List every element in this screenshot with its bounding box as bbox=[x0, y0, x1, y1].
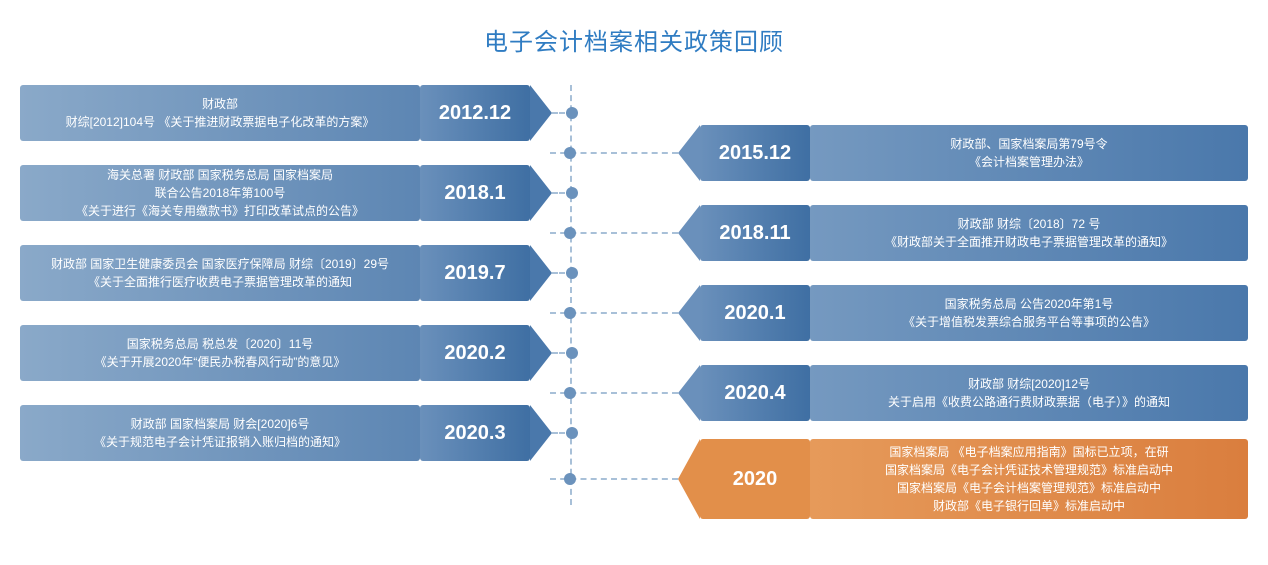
policy-text-line: 财政部 财综[2020]12号 bbox=[968, 375, 1090, 393]
policy-content: 财政部 财综〔2018〕72 号《财政部关于全面推开财政电子票据管理改革的通知》 bbox=[810, 205, 1248, 261]
policy-text-line: 《会计档案管理办法》 bbox=[969, 153, 1089, 171]
timeline-dot-icon bbox=[566, 347, 578, 359]
arrow-left-icon bbox=[678, 125, 700, 181]
policy-content: 财政部 国家档案局 财会[2020]6号《关于规范电子会计凭证报销入账归档的通知… bbox=[20, 405, 420, 461]
policy-content: 财政部财综[2012]104号 《关于推进财政票据电子化改革的方案》 bbox=[20, 85, 420, 141]
timeline-item-right: 2020.4财政部 财综[2020]12号关于启用《收费公路通行费财政票据（电子… bbox=[700, 365, 1248, 421]
policy-text-line: 财政部 财综〔2018〕72 号 bbox=[958, 215, 1101, 233]
date-badge: 2018.1 bbox=[420, 165, 530, 221]
policy-content: 国家税务总局 公告2020年第1号《关于增值税发票综合服务平台等事项的公告》 bbox=[810, 285, 1248, 341]
date-badge: 2020.4 bbox=[700, 365, 810, 421]
arrow-left-icon bbox=[678, 285, 700, 341]
policy-text-line: 关于启用《收费公路通行费财政票据（电子）》的通知 bbox=[888, 393, 1170, 411]
arrow-right-icon bbox=[530, 325, 552, 381]
policy-content: 财政部 财综[2020]12号关于启用《收费公路通行费财政票据（电子）》的通知 bbox=[810, 365, 1248, 421]
timeline-dot-icon bbox=[564, 147, 576, 159]
policy-text-line: 《财政部关于全面推开财政电子票据管理改革的通知》 bbox=[885, 233, 1173, 251]
timeline-item-left: 国家税务总局 税总发〔2020〕11号《关于开展2020年“便民办税春风行动”的… bbox=[20, 325, 570, 381]
policy-text-line: 财政部、国家档案局第79号令 bbox=[950, 135, 1107, 153]
timeline-dot-icon bbox=[566, 427, 578, 439]
policy-content: 国家税务总局 税总发〔2020〕11号《关于开展2020年“便民办税春风行动”的… bbox=[20, 325, 420, 381]
policy-text-line: 国家税务总局 税总发〔2020〕11号 bbox=[127, 335, 314, 353]
timeline-dot-icon bbox=[564, 307, 576, 319]
arrow-right-icon bbox=[530, 165, 552, 221]
policy-text-line: 国家档案局《电子会计凭证技术管理规范》标准启动中 bbox=[885, 461, 1173, 479]
policy-text-line: 《关于全面推行医疗收费电子票据管理改革的通知 bbox=[88, 273, 352, 291]
date-badge: 2019.7 bbox=[420, 245, 530, 301]
date-badge: 2018.11 bbox=[700, 205, 810, 261]
date-badge: 2020.1 bbox=[700, 285, 810, 341]
policy-text-line: 财综[2012]104号 《关于推进财政票据电子化改革的方案》 bbox=[66, 113, 375, 131]
arrow-left-icon bbox=[678, 365, 700, 421]
policy-text-line: 国家档案局 《电子档案应用指南》国标已立项，在研 bbox=[889, 443, 1168, 461]
policy-text-line: 《关于增值税发票综合服务平台等事项的公告》 bbox=[903, 313, 1155, 331]
timeline-dot-icon bbox=[566, 267, 578, 279]
policy-text-line: 海关总署 财政部 国家税务总局 国家档案局 bbox=[107, 166, 333, 184]
date-badge: 2012.12 bbox=[420, 85, 530, 141]
timeline-item-right: 2020国家档案局 《电子档案应用指南》国标已立项，在研国家档案局《电子会计凭证… bbox=[700, 439, 1248, 519]
policy-text-line: 《关于进行《海关专用缴款书》打印改革试点的公告》 bbox=[76, 202, 364, 220]
timeline: 财政部财综[2012]104号 《关于推进财政票据电子化改革的方案》2012.1… bbox=[0, 85, 1268, 565]
policy-text-line: 《关于开展2020年“便民办税春风行动”的意见》 bbox=[95, 353, 346, 371]
timeline-dot-icon bbox=[566, 107, 578, 119]
date-badge: 2020 bbox=[700, 439, 810, 519]
policy-content: 财政部 国家卫生健康委员会 国家医疗保障局 财综〔2019〕29号《关于全面推行… bbox=[20, 245, 420, 301]
timeline-item-right: 2015.12财政部、国家档案局第79号令《会计档案管理办法》 bbox=[700, 125, 1248, 181]
policy-text-line: 财政部《电子银行回单》标准启动中 bbox=[933, 497, 1125, 515]
date-badge: 2020.3 bbox=[420, 405, 530, 461]
arrow-right-icon bbox=[530, 405, 552, 461]
timeline-item-right: 2018.11财政部 财综〔2018〕72 号《财政部关于全面推开财政电子票据管… bbox=[700, 205, 1248, 261]
policy-text-line: 财政部 bbox=[202, 95, 238, 113]
timeline-dot-icon bbox=[566, 187, 578, 199]
timeline-item-left: 财政部 国家卫生健康委员会 国家医疗保障局 财综〔2019〕29号《关于全面推行… bbox=[20, 245, 570, 301]
timeline-dot-icon bbox=[564, 227, 576, 239]
arrow-right-icon bbox=[530, 245, 552, 301]
policy-text-line: 联合公告2018年第100号 bbox=[155, 184, 286, 202]
policy-content: 海关总署 财政部 国家税务总局 国家档案局联合公告2018年第100号《关于进行… bbox=[20, 165, 420, 221]
policy-content: 国家档案局 《电子档案应用指南》国标已立项，在研国家档案局《电子会计凭证技术管理… bbox=[810, 439, 1248, 519]
date-badge: 2020.2 bbox=[420, 325, 530, 381]
policy-text-line: 国家税务总局 公告2020年第1号 bbox=[945, 295, 1114, 313]
timeline-item-right: 2020.1国家税务总局 公告2020年第1号《关于增值税发票综合服务平台等事项… bbox=[700, 285, 1248, 341]
arrow-right-icon bbox=[530, 85, 552, 141]
page-title: 电子会计档案相关政策回顾 bbox=[0, 0, 1268, 57]
date-badge: 2015.12 bbox=[700, 125, 810, 181]
policy-text-line: 国家档案局《电子会计档案管理规范》标准启动中 bbox=[897, 479, 1161, 497]
policy-text-line: 《关于规范电子会计凭证报销入账归档的通知》 bbox=[94, 433, 346, 451]
policy-content: 财政部、国家档案局第79号令《会计档案管理办法》 bbox=[810, 125, 1248, 181]
timeline-dot-icon bbox=[564, 387, 576, 399]
arrow-left-icon bbox=[678, 439, 700, 519]
timeline-item-left: 财政部财综[2012]104号 《关于推进财政票据电子化改革的方案》2012.1… bbox=[20, 85, 570, 141]
timeline-dot-icon bbox=[564, 473, 576, 485]
arrow-left-icon bbox=[678, 205, 700, 261]
timeline-item-left: 财政部 国家档案局 财会[2020]6号《关于规范电子会计凭证报销入账归档的通知… bbox=[20, 405, 570, 461]
policy-text-line: 财政部 国家卫生健康委员会 国家医疗保障局 财综〔2019〕29号 bbox=[51, 255, 389, 273]
policy-text-line: 财政部 国家档案局 财会[2020]6号 bbox=[131, 415, 310, 433]
timeline-item-left: 海关总署 财政部 国家税务总局 国家档案局联合公告2018年第100号《关于进行… bbox=[20, 165, 570, 221]
